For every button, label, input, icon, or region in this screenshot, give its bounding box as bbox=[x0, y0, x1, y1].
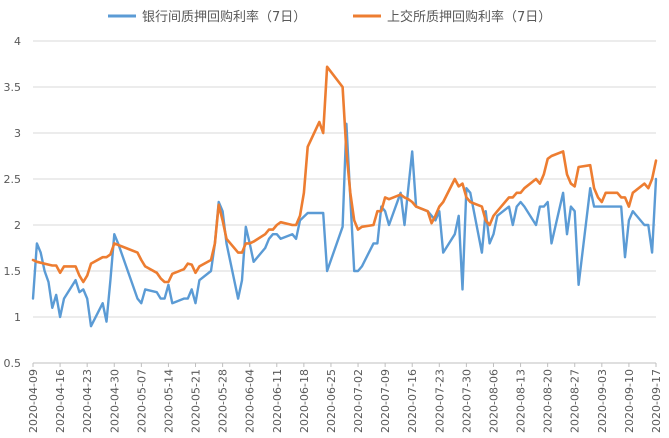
x-tick-label: 2020-09-03 bbox=[596, 369, 609, 433]
y-tick-label: 3 bbox=[14, 127, 21, 140]
x-tick-label: 2020-06-11 bbox=[271, 369, 284, 433]
x-tick-label: 2020-08-13 bbox=[515, 369, 528, 433]
y-tick-label: 1 bbox=[14, 311, 21, 324]
x-tick-label: 2020-07-23 bbox=[433, 369, 446, 433]
y-tick-label: 0.5 bbox=[4, 357, 22, 370]
y-tick-label: 2.5 bbox=[4, 173, 22, 186]
series-lines bbox=[31, 65, 658, 328]
x-tick-label: 2020-07-09 bbox=[379, 369, 392, 433]
y-tick-label: 4 bbox=[14, 35, 21, 48]
x-tick-label: 2020-06-18 bbox=[298, 369, 311, 433]
series-line-2 bbox=[31, 65, 658, 284]
x-tick-label: 2020-06-25 bbox=[325, 369, 338, 433]
legend-label-2: 上交所质押回购利率（7日） bbox=[387, 9, 551, 25]
y-tick-label: 3.5 bbox=[4, 81, 22, 94]
y-tick-label: 1.5 bbox=[4, 265, 22, 278]
legend-label-1: 银行间质押回购利率（7日） bbox=[142, 9, 306, 25]
x-tick-label: 2020-05-14 bbox=[162, 369, 175, 433]
x-tick-label: 2020-07-16 bbox=[406, 369, 419, 433]
x-tick-label: 2020-05-28 bbox=[217, 369, 230, 433]
x-tick-label: 2020-08-27 bbox=[569, 369, 582, 433]
y-axis-ticks: 0.5 1 1.5 2 2.5 3 3.5 4 bbox=[4, 35, 22, 370]
x-axis-ticks: 2020-04-09 2020-04-16 2020-04-23 2020-04-30… bbox=[27, 363, 663, 433]
x-tick-label: 2020-04-30 bbox=[108, 369, 121, 433]
x-tick-label: 2020-04-23 bbox=[81, 369, 94, 433]
x-tick-label: 2020-08-20 bbox=[542, 369, 555, 433]
legend: 银行间质押回购利率（7日） 上交所质押回购利率（7日） bbox=[108, 9, 551, 25]
x-tick-label: 2020-05-21 bbox=[190, 369, 203, 433]
x-tick-label: 2020-09-17 bbox=[650, 369, 663, 433]
y-tick-label: 2 bbox=[14, 219, 21, 232]
x-tick-label: 2020-04-16 bbox=[54, 369, 67, 433]
x-tick-label: 2020-05-07 bbox=[135, 369, 148, 433]
x-tick-label: 2020-08-06 bbox=[487, 369, 500, 433]
x-tick-label: 2020-07-30 bbox=[460, 369, 473, 433]
x-tick-label: 2020-04-09 bbox=[27, 369, 40, 433]
x-tick-label: 2020-09-10 bbox=[623, 369, 636, 433]
x-tick-label: 2020-06-04 bbox=[244, 369, 257, 433]
x-tick-label: 2020-07-02 bbox=[352, 369, 365, 433]
